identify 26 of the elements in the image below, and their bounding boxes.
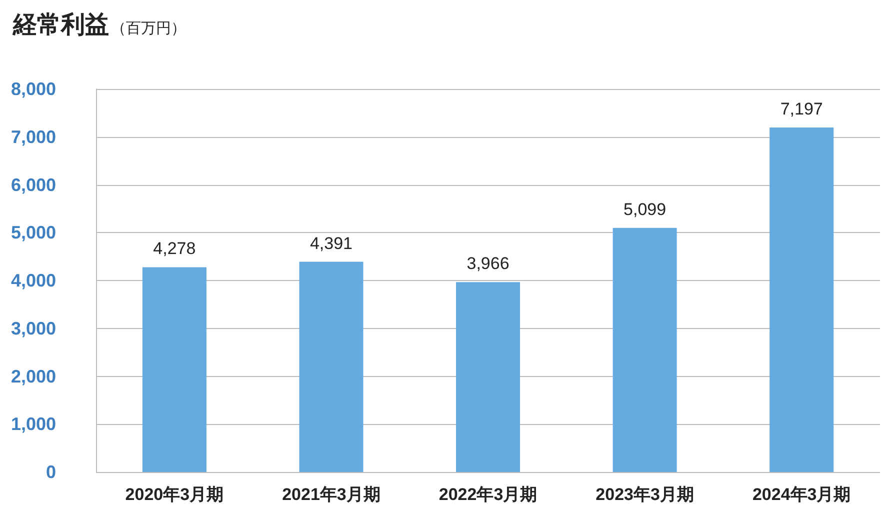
y-tick-label: 6,000 [10, 174, 56, 195]
y-tick-label: 2,000 [10, 366, 56, 386]
x-tick-label: 2021年3月期 [282, 485, 380, 504]
bar [299, 262, 364, 472]
y-tick-label: 7,000 [10, 126, 56, 147]
y-tick-label: 1,000 [10, 414, 56, 434]
bar [612, 228, 677, 472]
x-tick-label: 2023年3月期 [596, 485, 694, 504]
bar [770, 127, 834, 472]
chart-subtitle: （百万円） [111, 20, 186, 37]
y-tick-label: 0 [46, 462, 56, 482]
x-tick-label: 2024年3月期 [752, 485, 851, 504]
y-tick-label: 5,000 [10, 222, 56, 243]
y-tick-label: 8,000 [10, 79, 56, 99]
x-tick-label: 2022年3月期 [438, 485, 538, 504]
chart-title: 経常利益 [12, 12, 109, 38]
data-label: 3,966 [466, 254, 510, 274]
y-tick-label: 3,000 [10, 318, 56, 338]
data-label: 7,197 [780, 99, 823, 118]
data-label: 4,278 [153, 239, 196, 258]
data-label: 5,099 [624, 200, 666, 219]
x-tick-label: 2020年3月期 [125, 485, 224, 504]
bar [142, 267, 206, 472]
y-tick-label: 4,000 [10, 270, 56, 290]
data-label: 4,391 [310, 234, 353, 253]
bar [456, 282, 520, 472]
